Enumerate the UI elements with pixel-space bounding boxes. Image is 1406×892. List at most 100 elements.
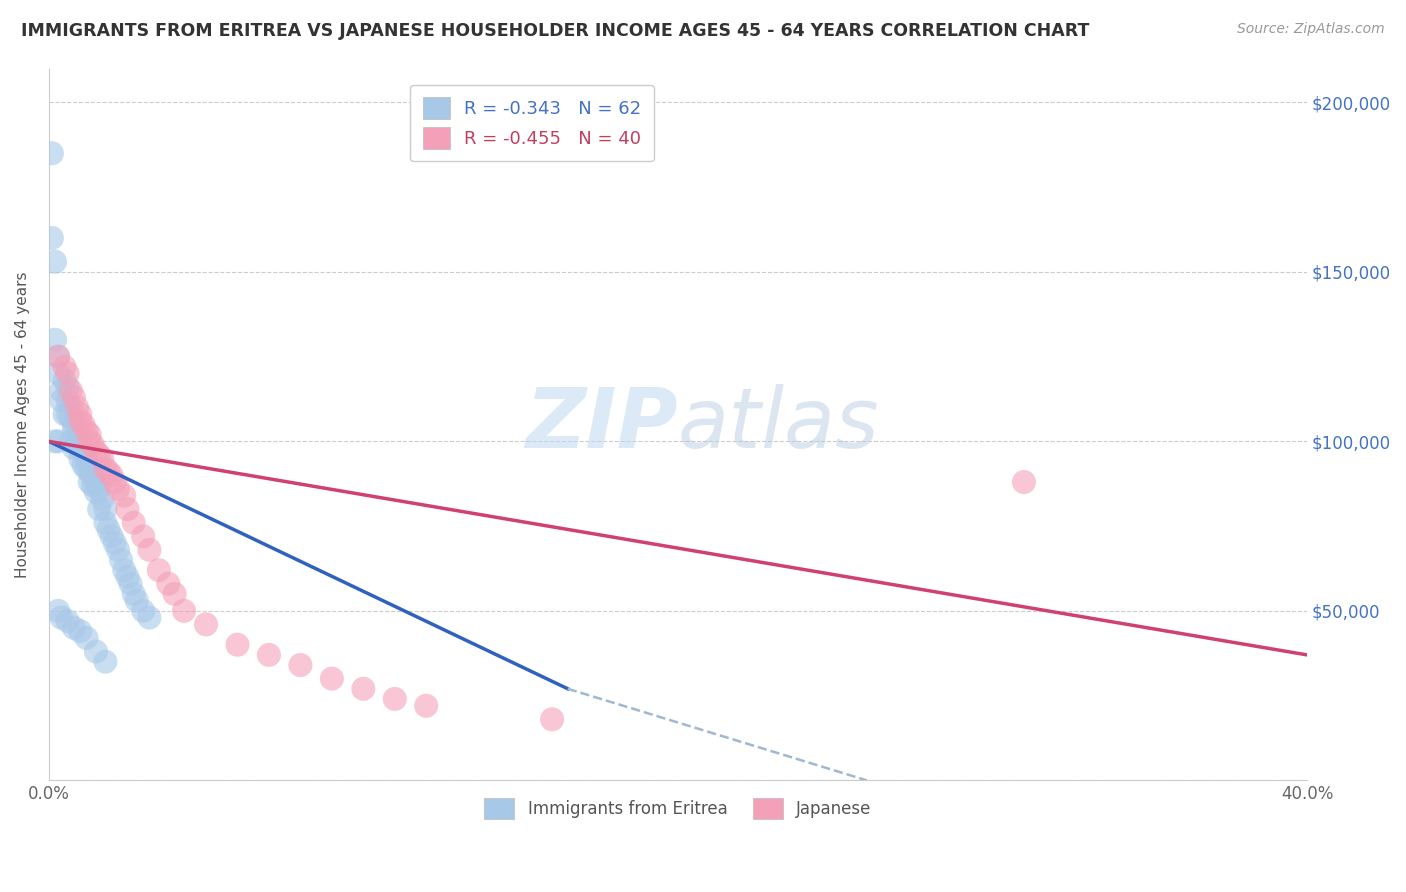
Point <box>82 468 104 483</box>
Point <box>59 401 82 415</box>
Point <box>138 610 160 624</box>
Point <box>132 529 155 543</box>
Point <box>104 536 127 550</box>
Point <box>138 542 160 557</box>
Point <box>84 644 107 658</box>
Point <box>44 333 66 347</box>
Point <box>112 563 135 577</box>
Point <box>72 458 94 472</box>
Point <box>112 489 135 503</box>
Point <box>72 444 94 458</box>
Point <box>51 610 73 624</box>
Point <box>79 458 101 472</box>
Point <box>79 475 101 489</box>
Point <box>94 461 117 475</box>
Point <box>97 465 120 479</box>
Point <box>117 502 139 516</box>
Text: IMMIGRANTS FROM ERITREA VS JAPANESE HOUSEHOLDER INCOME AGES 45 - 64 YEARS CORREL: IMMIGRANTS FROM ERITREA VS JAPANESE HOUS… <box>21 22 1090 40</box>
Point <box>97 523 120 537</box>
Point <box>110 553 132 567</box>
Point <box>59 384 82 398</box>
Point <box>87 502 110 516</box>
Point <box>226 638 249 652</box>
Point <box>195 617 218 632</box>
Point <box>79 434 101 449</box>
Y-axis label: Householder Income Ages 45 - 64 years: Householder Income Ages 45 - 64 years <box>15 271 30 578</box>
Point <box>56 380 79 394</box>
Point <box>100 529 122 543</box>
Point <box>122 587 145 601</box>
Point <box>148 563 170 577</box>
Point <box>72 417 94 432</box>
Point <box>120 576 142 591</box>
Point <box>257 648 280 662</box>
Point <box>56 367 79 381</box>
Point <box>46 367 69 381</box>
Point <box>69 624 91 639</box>
Point <box>76 424 98 438</box>
Point <box>53 359 76 374</box>
Point <box>46 604 69 618</box>
Point <box>69 434 91 449</box>
Point <box>63 390 86 404</box>
Text: ZIP: ZIP <box>526 384 678 465</box>
Point <box>69 441 91 455</box>
Point <box>87 482 110 496</box>
Point <box>290 658 312 673</box>
Point <box>51 384 73 398</box>
Point <box>51 393 73 408</box>
Point <box>100 468 122 483</box>
Point <box>59 434 82 449</box>
Point <box>69 414 91 428</box>
Point <box>69 451 91 466</box>
Point <box>44 254 66 268</box>
Point <box>94 655 117 669</box>
Point <box>44 434 66 449</box>
Point <box>66 427 89 442</box>
Point <box>321 672 343 686</box>
Point <box>56 393 79 408</box>
Text: Source: ZipAtlas.com: Source: ZipAtlas.com <box>1237 22 1385 37</box>
Point <box>1012 475 1035 489</box>
Point <box>107 482 129 496</box>
Point <box>94 516 117 530</box>
Point <box>163 587 186 601</box>
Point <box>352 681 374 696</box>
Point <box>79 465 101 479</box>
Point <box>84 444 107 458</box>
Point <box>82 438 104 452</box>
Point <box>415 698 437 713</box>
Point <box>125 593 148 607</box>
Point <box>384 692 406 706</box>
Point <box>94 502 117 516</box>
Point <box>157 576 180 591</box>
Point <box>53 407 76 421</box>
Legend: Immigrants from Eritrea, Japanese: Immigrants from Eritrea, Japanese <box>478 792 877 825</box>
Point <box>63 441 86 455</box>
Point <box>541 712 564 726</box>
Point <box>76 461 98 475</box>
Point <box>173 604 195 618</box>
Point <box>63 621 86 635</box>
Point <box>56 407 79 421</box>
Point <box>76 631 98 645</box>
Point <box>79 427 101 442</box>
Point <box>91 491 114 506</box>
Point <box>107 542 129 557</box>
Point <box>132 604 155 618</box>
Point <box>66 401 89 415</box>
Point <box>104 475 127 489</box>
Point <box>46 434 69 449</box>
Point <box>82 478 104 492</box>
Point <box>122 516 145 530</box>
Point <box>66 434 89 449</box>
Point <box>63 417 86 432</box>
Point <box>59 410 82 425</box>
Point <box>46 350 69 364</box>
Point <box>87 448 110 462</box>
Point <box>56 614 79 628</box>
Point <box>69 407 91 421</box>
Point <box>41 231 63 245</box>
Point <box>84 475 107 489</box>
Point <box>41 146 63 161</box>
